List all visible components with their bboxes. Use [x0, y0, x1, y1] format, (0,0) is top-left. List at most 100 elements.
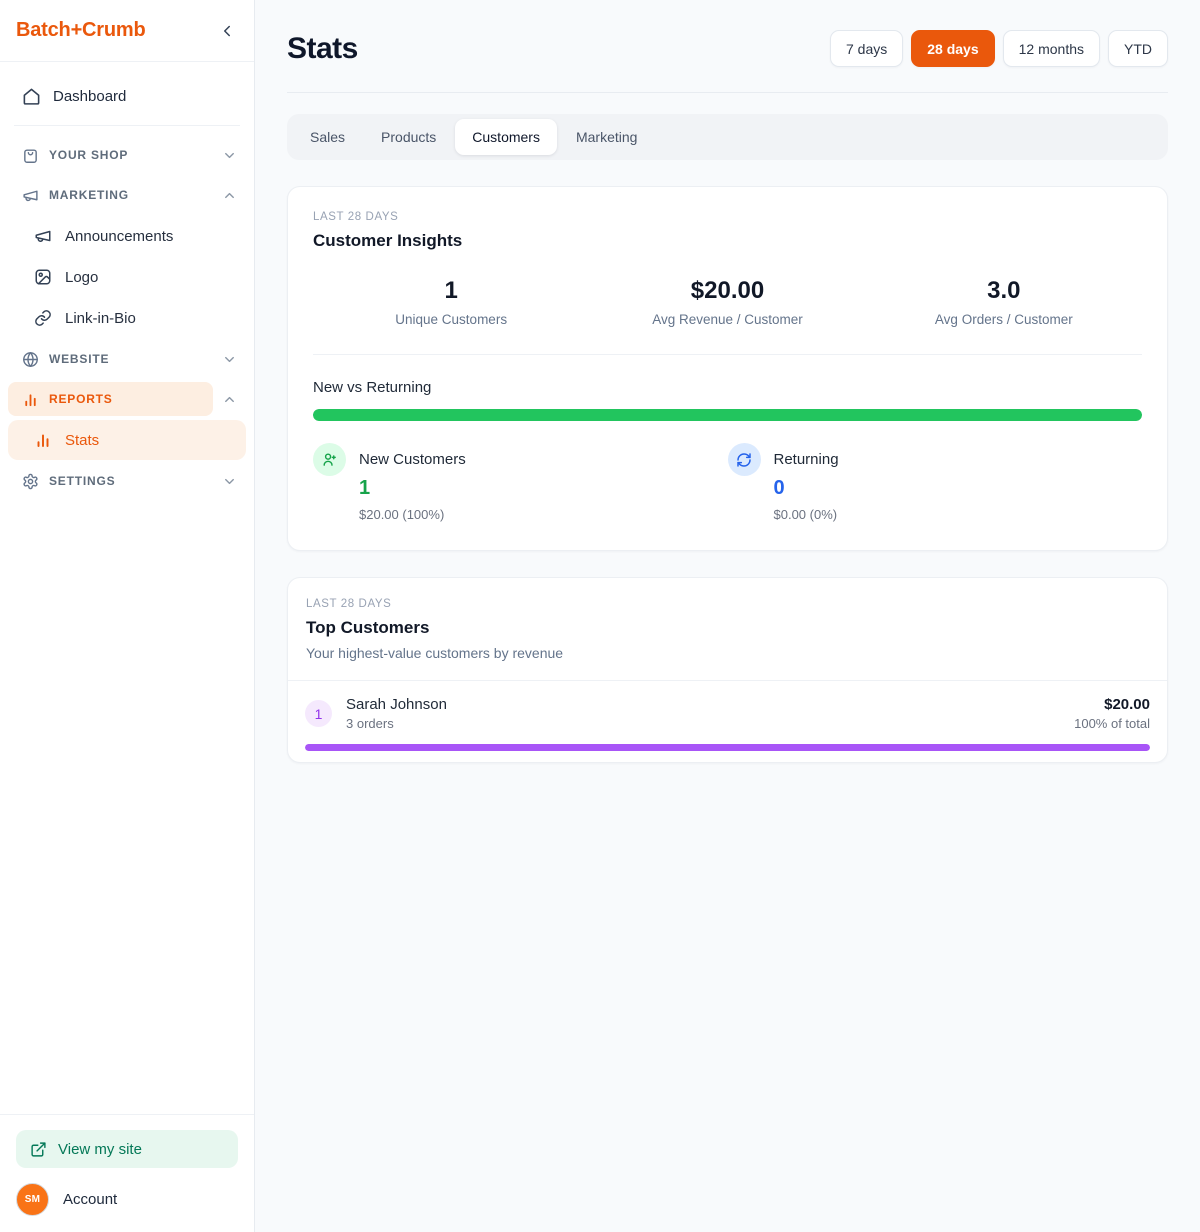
account-button[interactable]: SM Account: [16, 1183, 238, 1216]
customer-orders: 3 orders: [346, 716, 394, 731]
shopping-bag-icon: [22, 147, 39, 164]
customer-revenue-bar: [305, 744, 1150, 751]
chevron-up-icon: [213, 188, 246, 203]
stat-unique-customers: 1 Unique Customers: [313, 277, 589, 327]
sidebar-collapse-button[interactable]: [218, 22, 236, 40]
card-eyebrow: LAST 28 DAYS: [313, 211, 399, 223]
sidebar-section-website[interactable]: WEBSITE: [8, 339, 246, 379]
rank-badge: 1: [305, 700, 332, 727]
tab-sales[interactable]: Sales: [293, 119, 362, 155]
sidebar-item-label: Dashboard: [53, 87, 127, 105]
chevron-down-icon: [213, 352, 246, 367]
sidebar-item-label: Stats: [65, 431, 100, 449]
stat-label: Unique Customers: [395, 312, 508, 327]
user-plus-icon: [313, 443, 346, 476]
returning-block: Returning 0 $0.00 (0%): [727, 443, 1143, 522]
sidebar-section-settings[interactable]: SETTINGS: [8, 461, 246, 501]
refresh-icon: [727, 443, 761, 476]
new-customers-bar-segment: [313, 409, 1142, 421]
sidebar-item-link-in-bio[interactable]: Link-in-Bio: [8, 298, 246, 338]
sidebar-section-marketing[interactable]: MARKETING: [8, 175, 246, 215]
view-my-site-button[interactable]: View my site: [16, 1130, 238, 1168]
stat-value: 3.0: [987, 277, 1021, 304]
card-subtitle: Your highest-value customers by revenue: [306, 645, 564, 661]
sidebar-footer: View my site SM Account: [0, 1114, 254, 1232]
insights-stats: 1 Unique Customers $20.00 Avg Revenue / …: [313, 277, 1142, 327]
sidebar-section-label: REPORTS: [49, 392, 113, 406]
report-tabs: Sales Products Customers Marketing: [287, 114, 1168, 160]
globe-icon: [22, 351, 39, 368]
sidebar-item-announcements[interactable]: Announcements: [8, 216, 246, 256]
link-icon: [34, 309, 52, 327]
megaphone-icon: [34, 227, 52, 245]
new-customers-label: New Customers: [359, 451, 466, 468]
brand-logo: Batch+Crumb: [16, 19, 146, 41]
header-divider: [287, 92, 1168, 93]
sidebar-divider: [14, 125, 240, 126]
customer-name: Sarah Johnson: [346, 696, 447, 713]
account-label: Account: [63, 1191, 118, 1208]
time-range-group: 7 days 28 days 12 months YTD: [830, 30, 1168, 67]
card-title: Top Customers: [306, 618, 430, 637]
page-title: Stats: [287, 31, 358, 65]
new-customers-detail: $20.00 (100%): [359, 507, 445, 522]
breakdown-grid: New Customers 1 $20.00 (100%) Returning …: [313, 443, 1142, 522]
sidebar-header: Batch+Crumb: [0, 0, 254, 62]
stat-label: Avg Orders / Customer: [934, 312, 1073, 327]
image-icon: [34, 268, 52, 286]
stat-value: 1: [444, 277, 458, 304]
tab-products[interactable]: Products: [364, 119, 453, 155]
new-customers-value: 1: [359, 477, 371, 499]
sidebar-item-label: Logo: [65, 268, 99, 286]
sidebar-section-label: MARKETING: [49, 188, 129, 202]
sidebar-section-label: WEBSITE: [49, 352, 110, 366]
top-customer-row[interactable]: 1 Sarah Johnson 3 orders $20.00 100% of …: [288, 681, 1167, 731]
sidebar-item-label: Announcements: [65, 227, 174, 245]
chevron-left-icon: [218, 22, 236, 40]
sidebar-section-label: SETTINGS: [49, 474, 116, 488]
range-28-days-button[interactable]: 28 days: [911, 30, 995, 67]
page-header: Stats 7 days 28 days 12 months YTD: [287, 0, 1168, 67]
tab-customers[interactable]: Customers: [455, 119, 557, 155]
returning-detail: $0.00 (0%): [773, 507, 838, 522]
sidebar-item-stats[interactable]: Stats: [8, 420, 246, 460]
sidebar-item-dashboard[interactable]: Dashboard: [8, 76, 246, 116]
returning-label: Returning: [773, 451, 839, 468]
breakdown-title: New vs Returning: [313, 379, 432, 396]
range-7-days-button[interactable]: 7 days: [830, 30, 904, 67]
stat-value: $20.00: [690, 277, 765, 304]
sidebar-item-logo[interactable]: Logo: [8, 257, 246, 297]
new-customers-block: New Customers 1 $20.00 (100%): [313, 443, 728, 522]
bar-chart-icon: [22, 391, 39, 408]
card-divider: [288, 680, 1167, 681]
customer-revenue-bar-track: [305, 744, 1150, 751]
tab-marketing[interactable]: Marketing: [559, 119, 654, 155]
sidebar: Batch+Crumb Dashboard: [0, 0, 255, 1232]
home-icon: [22, 87, 41, 106]
sidebar-section-reports[interactable]: REPORTS: [8, 379, 246, 419]
range-12-months-button[interactable]: 12 months: [1002, 30, 1100, 67]
bar-chart-icon: [34, 431, 52, 449]
stat-avg-orders: 3.0 Avg Orders / Customer: [866, 277, 1142, 327]
stat-label: Avg Revenue / Customer: [652, 312, 803, 327]
customer-revenue: $20.00: [1104, 696, 1150, 713]
top-customers-card: LAST 28 DAYS Top Customers Your highest-…: [287, 577, 1168, 763]
card-title: Customer Insights: [313, 231, 463, 250]
customer-share: 100% of total: [1074, 716, 1150, 731]
sidebar-item-label: Link-in-Bio: [65, 309, 136, 327]
sidebar-nav: Dashboard YOUR SHOP: [0, 62, 254, 1114]
sidebar-section-label: YOUR SHOP: [49, 148, 129, 162]
chevron-down-icon: [213, 148, 246, 163]
main-content: Stats 7 days 28 days 12 months YTD Sales…: [255, 0, 1200, 1232]
chevron-up-icon: [213, 392, 246, 407]
range-ytd-button[interactable]: YTD: [1108, 30, 1168, 67]
returning-value: 0: [773, 477, 785, 499]
megaphone-icon: [22, 187, 39, 204]
customer-insights-card: LAST 28 DAYS Customer Insights 1 Unique …: [287, 186, 1168, 551]
gear-icon: [22, 473, 39, 490]
external-link-icon: [30, 1141, 47, 1158]
card-eyebrow: LAST 28 DAYS: [306, 598, 392, 610]
sidebar-section-your-shop[interactable]: YOUR SHOP: [8, 135, 246, 175]
avatar: SM: [16, 1183, 49, 1216]
